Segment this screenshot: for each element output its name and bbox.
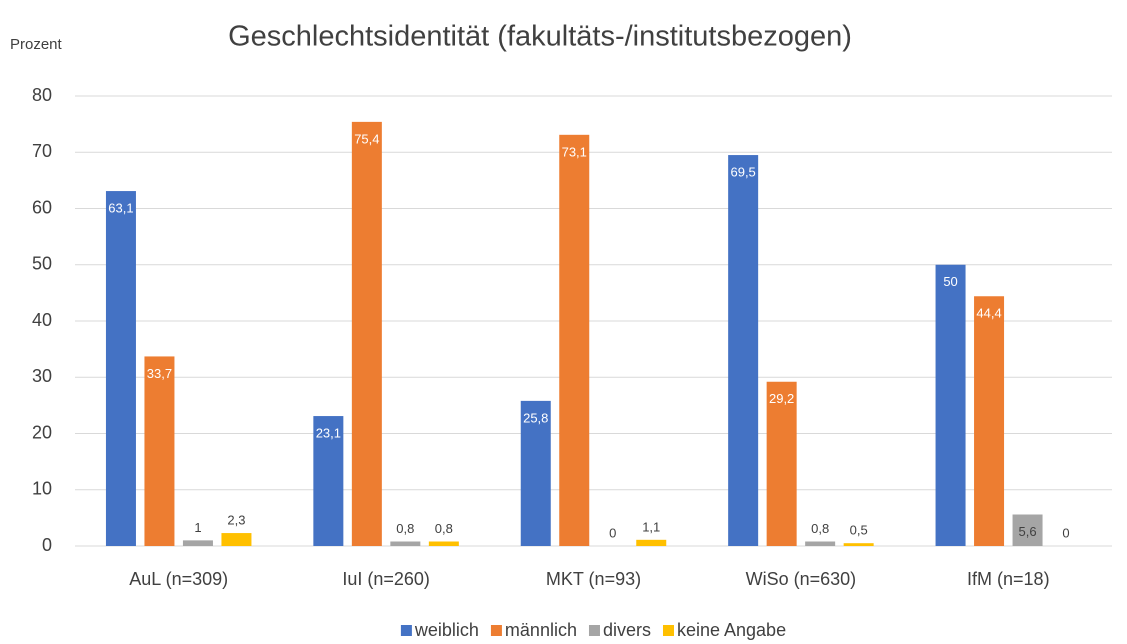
data-label: 29,2	[769, 391, 794, 406]
legend-swatch	[588, 625, 600, 636]
x-tick-label: IfM (n=18)	[967, 569, 1050, 589]
data-label: 25,8	[523, 410, 548, 425]
data-label: 1	[194, 520, 201, 535]
legend-label: weiblich	[414, 620, 479, 640]
y-tick-label: 0	[42, 535, 52, 555]
bar	[520, 400, 551, 546]
data-label: 23,1	[316, 426, 341, 441]
bar	[351, 121, 382, 546]
bar	[766, 381, 797, 546]
y-axis-label: Prozent	[10, 36, 63, 53]
data-label: 75,4	[354, 131, 379, 146]
bar	[559, 134, 590, 546]
legend-swatch	[662, 625, 674, 636]
bar	[144, 356, 175, 546]
bar	[390, 541, 421, 546]
data-label: 44,4	[976, 306, 1001, 321]
legend-label: keine Angabe	[677, 620, 786, 640]
data-label: 69,5	[730, 165, 755, 180]
legend-swatch	[400, 625, 412, 636]
x-tick-label: WiSo (n=630)	[746, 569, 857, 589]
bar	[1012, 514, 1043, 546]
y-tick-label: 40	[32, 310, 52, 330]
data-label: 0	[1062, 525, 1069, 540]
data-label: 0,5	[850, 523, 868, 538]
x-tick-label: IuI (n=260)	[342, 569, 430, 589]
bar	[221, 533, 252, 546]
data-label: 50	[943, 274, 957, 289]
chart-title: Geschlechtsidentität (fakultäts-/institu…	[228, 21, 852, 53]
bar	[313, 416, 344, 546]
bar	[182, 540, 213, 546]
data-label: 73,1	[562, 144, 587, 159]
data-label: 1,1	[642, 519, 660, 534]
data-label: 0,8	[396, 521, 414, 536]
data-label: 0,8	[435, 521, 453, 536]
y-tick-label: 10	[32, 479, 52, 499]
y-tick-label: 50	[32, 254, 52, 274]
x-tick-label: MKT (n=93)	[546, 569, 641, 589]
data-label: 63,1	[108, 201, 133, 216]
y-tick-label: 60	[32, 197, 52, 217]
legend-label: divers	[603, 620, 651, 640]
bar	[636, 539, 667, 546]
legend-label: männlich	[505, 620, 577, 640]
bar	[428, 541, 459, 546]
data-label: 5,6	[1019, 524, 1037, 539]
data-label: 0,8	[811, 521, 829, 536]
y-tick-label: 20	[32, 422, 52, 442]
bar	[805, 541, 836, 546]
y-tick-label: 70	[32, 141, 52, 161]
data-label: 33,7	[147, 366, 172, 381]
y-tick-label: 80	[32, 85, 52, 105]
bar	[974, 296, 1005, 546]
data-label: 2,3	[227, 513, 245, 528]
x-tick-label: AuL (n=309)	[129, 569, 228, 589]
y-tick-label: 30	[32, 366, 52, 386]
bar	[935, 264, 966, 546]
data-label: 0	[609, 525, 616, 540]
bar	[728, 155, 759, 546]
bar	[105, 191, 136, 546]
bar	[843, 543, 874, 546]
legend-swatch	[490, 625, 502, 636]
